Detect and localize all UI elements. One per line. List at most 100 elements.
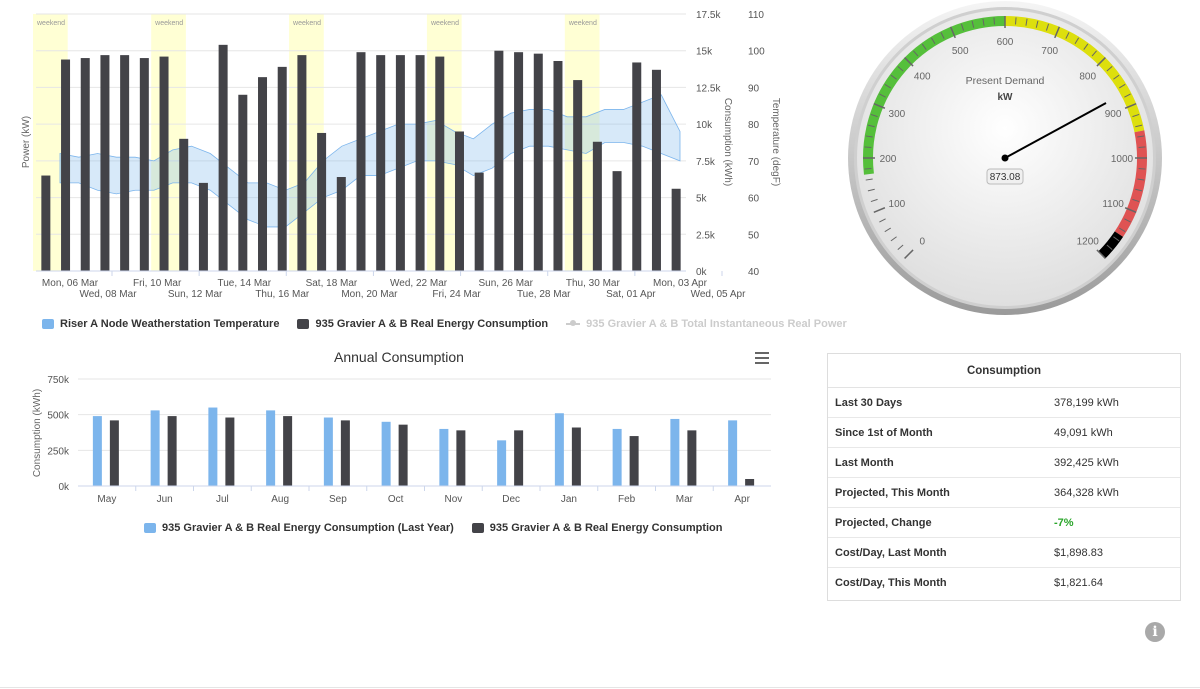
consumption-tick-label: 17.5k [696, 10, 721, 21]
temperature-axis-title: Temperature (degF) [770, 98, 781, 186]
month-label: Jul [216, 494, 229, 505]
gauge-tick-label: 1200 [1077, 237, 1100, 248]
consumption-table: Consumption Last 30 Days 378,199 kWh Since… [828, 354, 1180, 597]
row-label: Cost/Day, This Month [835, 576, 947, 589]
gauge-minor-tick [982, 18, 985, 26]
this-year-bar [514, 430, 524, 486]
last-year-bar [670, 418, 680, 486]
table-row: Cost/Day, Last Month $1,898.83 [828, 537, 1180, 568]
this-year-bar [571, 427, 581, 486]
legend-item-this-year[interactable]: 935 Gravier A & B Real Energy Consumptio… [471, 522, 723, 534]
this-year-bar [109, 420, 119, 486]
gauge-minor-tick [1135, 124, 1143, 128]
temperature-tick-label: 40 [748, 267, 760, 278]
consumption-bar [198, 182, 208, 271]
consumption-tick-label: 15k [696, 47, 713, 58]
consumption-bar [395, 55, 405, 272]
month-label: Jan [561, 494, 577, 505]
y-tick-label: 250k [47, 446, 70, 457]
consumption-bar [356, 52, 366, 271]
consumption-bar [61, 59, 71, 272]
gauge-minor-tick [1137, 135, 1145, 138]
gauge-major-tick [873, 102, 886, 109]
consumption-tick-label: 10k [696, 120, 713, 131]
temperature-range-area [59, 94, 681, 228]
x-tick-label: Sat, 18 Mar [306, 278, 358, 289]
gauge-minor-tick [1132, 113, 1140, 118]
legend-item-temperature[interactable]: Riser A Node Weatherstation Temperature [42, 318, 279, 330]
gauge-minor-tick [940, 32, 945, 39]
row-value: -7% [1047, 507, 1180, 538]
table-row: Projected, This Month 364,328 kWh [828, 477, 1180, 508]
consumption-bar [139, 58, 149, 271]
consumption-bar [80, 58, 90, 271]
legend-item-instantaneous-power[interactable]: 935 Gravier A & B Total Instantaneous Re… [566, 318, 847, 330]
gauge-minor-tick [913, 50, 919, 57]
y-tick-label: 0k [58, 482, 70, 493]
last-year-bar [497, 440, 507, 486]
weekend-label: weekend [430, 20, 459, 27]
gauge-tick-label: 200 [880, 154, 897, 165]
consumption-bar [514, 52, 524, 271]
gauge-minor-tick [890, 74, 897, 80]
gauge-minor-tick [1015, 17, 1017, 25]
gauge-needle [1004, 102, 1107, 159]
gauge-major-tick [1096, 249, 1106, 259]
consumption-table-card: Consumption Last 30 Days 378,199 kWh Since… [827, 353, 1181, 601]
gauge-major-tick [1124, 102, 1137, 109]
weekend-label: weekend [36, 20, 65, 27]
gauge-minor-tick [864, 146, 872, 148]
present-demand-gauge: 0 100 200 300 400 500 600 700 800 900 1000 1100 1200… [848, 1, 1162, 315]
consumption-tick-label: 0k [696, 267, 708, 278]
x-tick-label: Sat, 01 Apr [606, 289, 656, 300]
bottom-divider [0, 687, 1200, 688]
gauge-minor-tick [864, 168, 872, 170]
legend-label-consumption: 935 Gravier A & B Real Energy Consumptio… [315, 318, 549, 330]
month-label: Apr [734, 494, 750, 505]
consumption-bar [297, 55, 307, 272]
row-label: Cost/Day, Last Month [828, 537, 1047, 568]
gauge-tick-label: 900 [1105, 109, 1122, 120]
consumption-bar [494, 50, 504, 271]
last-year-bar [612, 428, 622, 486]
gauge-minor-tick [865, 178, 873, 181]
row-value: 364,328 kWh [1047, 477, 1180, 508]
legend-label-last-year: 935 Gravier A & B Real Energy Consumptio… [162, 522, 454, 534]
gauge-major-tick [904, 249, 914, 259]
gauge-minor-tick [897, 66, 904, 72]
x-tick-label: Tue, 14 Mar [218, 278, 272, 289]
gauge-major-tick [873, 207, 886, 214]
info-icon[interactable]: i [1145, 622, 1165, 642]
gauge-minor-tick [1118, 227, 1126, 233]
consumption-bar [651, 69, 661, 271]
hamburger-menu-icon[interactable] [755, 352, 769, 364]
consumption-bar [100, 55, 110, 272]
gauge-minor-tick [1118, 83, 1126, 89]
row-value: $1,821.64 [1054, 576, 1103, 589]
last-year-bar [728, 420, 738, 486]
month-label: May [97, 494, 116, 505]
this-year-bar [687, 430, 697, 486]
temperature-tick-label: 110 [748, 10, 764, 21]
gauge-tick-label: 500 [952, 46, 969, 57]
consumption-bar [415, 55, 425, 272]
consumption-bar [41, 175, 51, 271]
gauge-major-tick [1054, 26, 1061, 39]
last-year-bar [266, 410, 276, 486]
y-tick-label: 500k [47, 411, 70, 422]
gauge-minor-tick [884, 83, 892, 89]
gauge-minor-tick [1045, 23, 1050, 31]
x-tick-label: Wed, 08 Mar [79, 289, 137, 300]
last-year-bar [323, 417, 333, 486]
consumption-bar [238, 94, 248, 272]
legend-item-consumption[interactable]: 935 Gravier A & B Real Energy Consumptio… [297, 318, 548, 330]
row-value: $1,898.83 [1047, 537, 1180, 568]
legend-item-last-year[interactable]: 935 Gravier A & B Real Energy Consumptio… [144, 522, 454, 534]
row-value: 378,199 kWh [1047, 387, 1180, 418]
consumption-bar [277, 66, 287, 272]
weekend-label: weekend [568, 20, 597, 27]
legend-swatch-power [566, 320, 581, 326]
gauge-minor-tick [921, 43, 927, 50]
x-tick-label: Thu, 16 Mar [255, 289, 310, 300]
consumption-bar [592, 141, 602, 271]
